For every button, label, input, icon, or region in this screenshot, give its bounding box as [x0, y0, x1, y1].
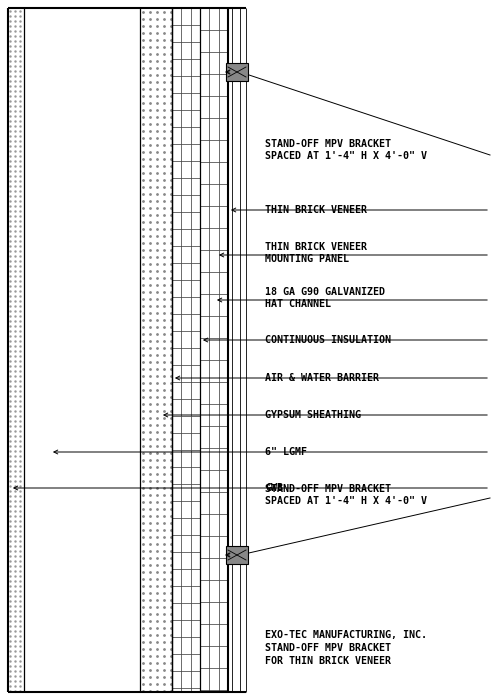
- Text: THIN BRICK VENEER: THIN BRICK VENEER: [265, 205, 366, 215]
- Text: GWB: GWB: [265, 483, 283, 493]
- Text: EXO-TEC MANUFACTURING, INC.
STAND-OFF MPV BRACKET
FOR THIN BRICK VENEER: EXO-TEC MANUFACTURING, INC. STAND-OFF MP…: [265, 630, 426, 666]
- Text: STAND-OFF MPV BRACKET
SPACED AT 1'-4" H X 4'-0" V: STAND-OFF MPV BRACKET SPACED AT 1'-4" H …: [265, 484, 426, 506]
- Text: THIN BRICK VENEER
MOUNTING PANEL: THIN BRICK VENEER MOUNTING PANEL: [265, 241, 366, 265]
- Text: STAND-OFF MPV BRACKET
SPACED AT 1'-4" H X 4'-0" V: STAND-OFF MPV BRACKET SPACED AT 1'-4" H …: [265, 139, 426, 162]
- Text: CONTINUOUS INSULATION: CONTINUOUS INSULATION: [265, 335, 390, 345]
- Bar: [225, 63, 247, 81]
- Text: AIR & WATER BARRIER: AIR & WATER BARRIER: [265, 373, 378, 383]
- Text: 6" LGMF: 6" LGMF: [265, 447, 307, 457]
- Text: 18 GA G90 GALVANIZED
HAT CHANNEL: 18 GA G90 GALVANIZED HAT CHANNEL: [265, 286, 384, 309]
- Text: GYPSUM SHEATHING: GYPSUM SHEATHING: [265, 410, 360, 420]
- Bar: [225, 546, 247, 564]
